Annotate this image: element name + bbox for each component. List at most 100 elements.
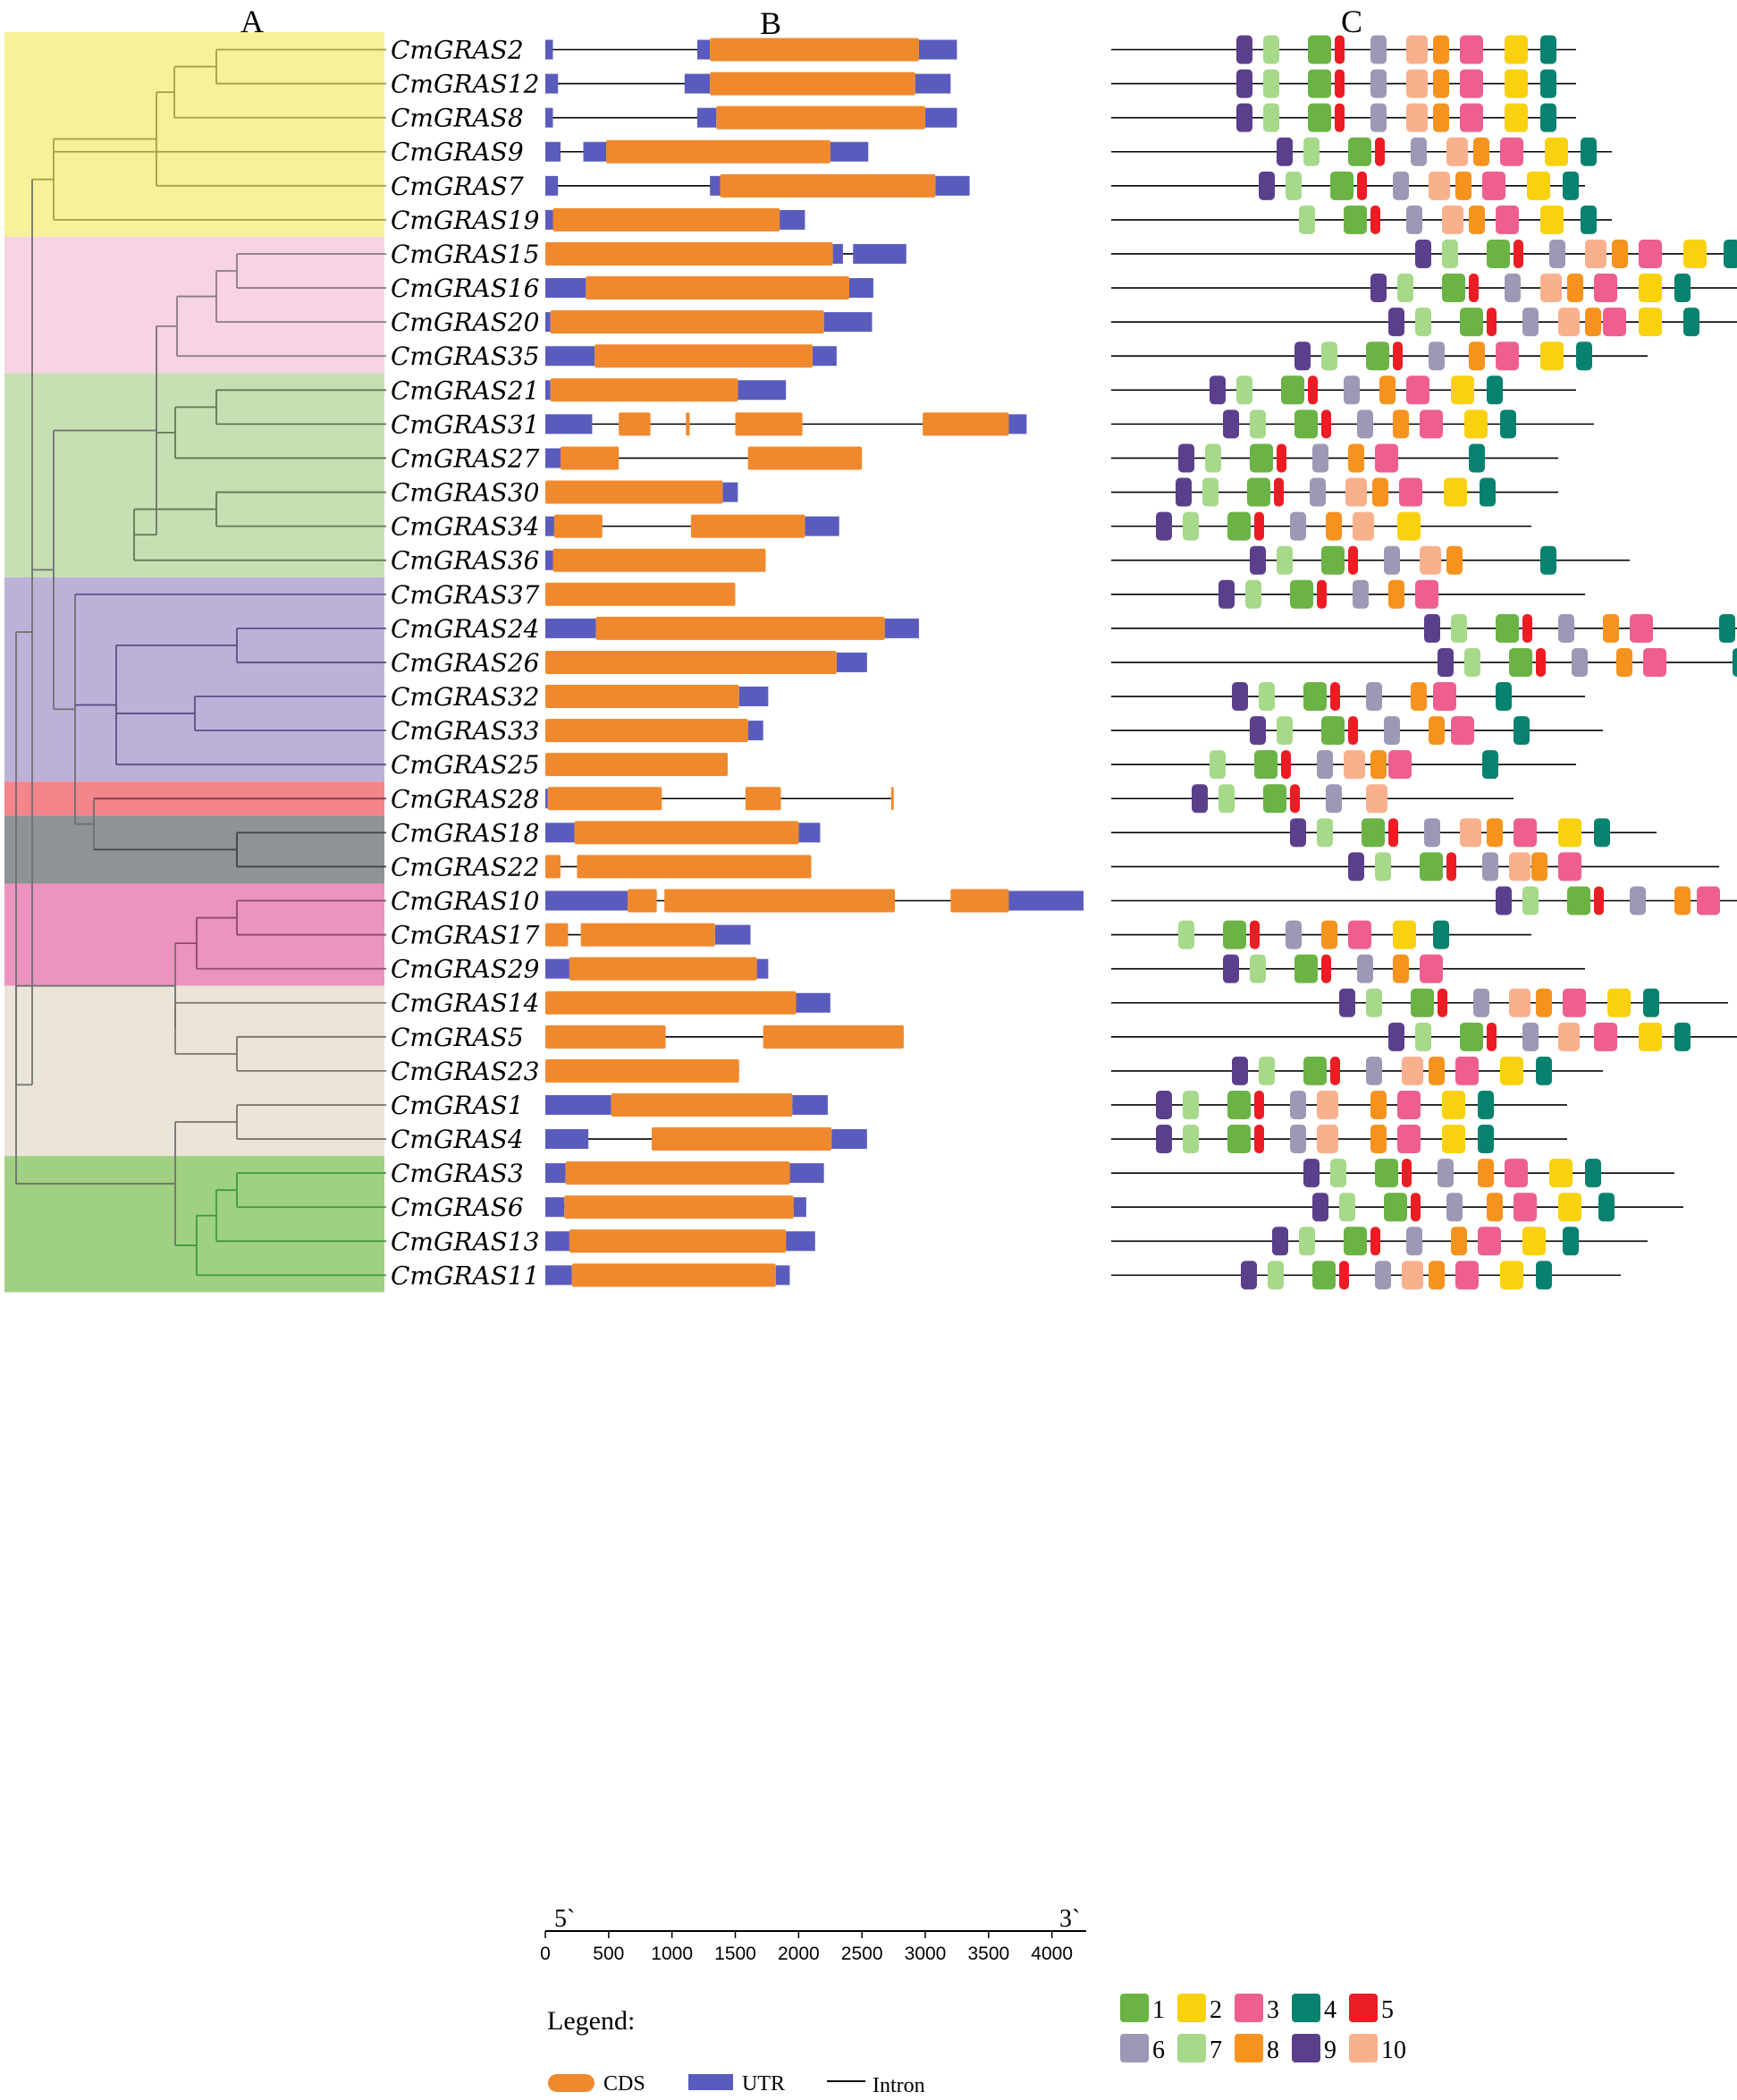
motif-7 — [1259, 682, 1275, 712]
motif-5 — [1514, 239, 1523, 268]
clade-band — [4, 32, 384, 237]
motif-5 — [1357, 171, 1367, 200]
utr-segment — [545, 39, 553, 60]
cds-segment — [890, 787, 894, 811]
motif-8 — [1321, 920, 1337, 949]
panel-label-b: B — [760, 5, 781, 41]
motif-6 — [1366, 1056, 1382, 1085]
motif-7 — [1321, 342, 1337, 371]
motif-7 — [1366, 988, 1382, 1017]
motif-10 — [1406, 103, 1428, 132]
utr-segment — [849, 278, 873, 299]
motif-8 — [1433, 69, 1449, 98]
motif-6 — [1344, 375, 1360, 405]
motif-5 — [1522, 613, 1532, 643]
motif-1 — [1420, 852, 1443, 881]
gene-label: CmGRAS2 — [391, 36, 524, 65]
utr-segment — [545, 448, 561, 468]
motif-10 — [1429, 171, 1450, 200]
motif-diagrams — [1111, 35, 1737, 1290]
motif-8 — [1473, 137, 1489, 166]
motif-1 — [1366, 342, 1389, 371]
motif-1 — [1263, 784, 1286, 814]
motif-2 — [1522, 1227, 1546, 1256]
motif-7 — [1245, 579, 1261, 609]
motif-9 — [1290, 818, 1306, 848]
gene-label: CmGRAS34 — [391, 512, 539, 542]
gene-label: CmGRAS28 — [391, 784, 539, 814]
motif-2 — [1540, 205, 1564, 234]
motif-4 — [1469, 443, 1485, 473]
motif-8 — [1433, 103, 1449, 132]
motif-1 — [1496, 613, 1519, 643]
axis-ticks: 0 500 1000 1500 2000 2500 3000 3500 4000 — [540, 1931, 1073, 1964]
motif-7 — [1259, 1056, 1275, 1085]
utr-segment — [684, 73, 711, 94]
utr-segment — [545, 414, 593, 434]
motif-8 — [1616, 647, 1632, 677]
motif-9 — [1236, 103, 1252, 132]
cds-segment — [564, 1195, 794, 1219]
motif-8 — [1429, 1261, 1445, 1290]
motif-5 — [1321, 409, 1331, 439]
utr-segment — [786, 1231, 815, 1252]
motif-legend-label: 8 — [1267, 2037, 1279, 2064]
motif-9 — [1259, 171, 1275, 200]
motif-4 — [1594, 818, 1610, 848]
axis-tick-label: 4000 — [1031, 1944, 1073, 1964]
motif-10 — [1460, 818, 1481, 848]
gene-label: CmGRAS35 — [391, 342, 539, 371]
motif-6 — [1393, 171, 1409, 200]
cds-segment — [747, 446, 863, 470]
motif-8 — [1379, 375, 1396, 405]
motif-1 — [1227, 511, 1251, 541]
gene-label: CmGRAS30 — [391, 478, 539, 508]
utr-segment — [545, 312, 551, 333]
motif-1 — [1294, 409, 1318, 439]
motif-10 — [1402, 1056, 1423, 1085]
cds-segment — [545, 1025, 666, 1049]
motif-3 — [1500, 137, 1523, 166]
cds-segment — [710, 38, 919, 62]
motif-9 — [1176, 477, 1192, 507]
gene-label: CmGRAS22 — [391, 852, 539, 881]
motif-6 — [1572, 647, 1588, 677]
axis-tick-label: 0 — [540, 1944, 551, 1964]
gene-label: CmGRAS6 — [391, 1193, 524, 1222]
cds-segment — [545, 719, 748, 743]
motif-6 — [1375, 1261, 1391, 1290]
motif-legend-swatch — [1349, 2034, 1378, 2062]
motif-3 — [1514, 1193, 1537, 1222]
motif-5 — [1348, 545, 1358, 575]
motif-5 — [1254, 1090, 1264, 1119]
motif-legend-label: 3 — [1267, 1996, 1279, 2024]
motif-6 — [1429, 342, 1445, 371]
motif-7 — [1339, 1193, 1355, 1222]
gene-label: CmGRAS13 — [391, 1227, 539, 1256]
motif-2 — [1444, 477, 1467, 507]
motif-9 — [1156, 511, 1172, 541]
utr-segment — [545, 141, 561, 162]
motif-5 — [1330, 682, 1340, 712]
motif-8 — [1393, 954, 1409, 983]
cds-segment — [577, 855, 812, 879]
phylogenetic-tree — [15, 48, 386, 1277]
motif-4 — [1540, 545, 1556, 575]
motif-1 — [1281, 375, 1304, 405]
motif-4 — [1683, 308, 1699, 337]
cds-label: CDS — [603, 2072, 645, 2096]
utr-segment — [545, 1265, 572, 1286]
motif-6 — [1290, 511, 1306, 541]
motif-2 — [1442, 1125, 1465, 1154]
motif-4 — [1540, 103, 1556, 132]
motif-5 — [1438, 988, 1447, 1017]
motif-5 — [1254, 1125, 1264, 1154]
motif-4 — [1581, 205, 1597, 234]
motif-2 — [1639, 308, 1662, 337]
motif-7 — [1317, 818, 1333, 848]
motif-7 — [1178, 920, 1194, 949]
motif-3 — [1630, 613, 1653, 643]
motif-6 — [1446, 1193, 1463, 1222]
motif-9 — [1277, 137, 1293, 166]
motif-9 — [1156, 1090, 1172, 1119]
